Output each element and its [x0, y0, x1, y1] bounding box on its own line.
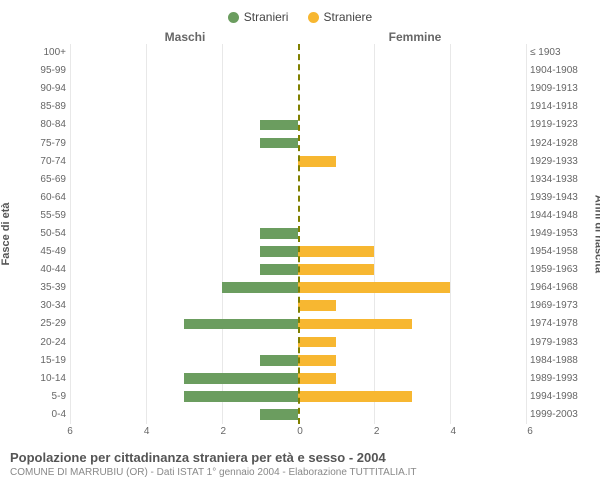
x-axis: 6 4 2 0 2 4 6 — [10, 426, 590, 440]
header-female: Femmine — [300, 30, 530, 44]
birth-label: 1904-1908 — [530, 62, 590, 80]
x-tick: 0 — [297, 426, 303, 437]
birth-label: 1914-1918 — [530, 98, 590, 116]
y-axis-right: ≤ 19031904-19081909-19131914-19181919-19… — [526, 44, 590, 424]
bar-female — [298, 282, 450, 293]
birth-label: 1954-1958 — [530, 243, 590, 261]
age-label: 15-19 — [10, 351, 70, 369]
bar-male — [260, 246, 298, 257]
bar-male — [260, 409, 298, 420]
bar-female — [298, 355, 336, 366]
x-tick: 6 — [527, 426, 533, 437]
birth-label: 1939-1943 — [530, 188, 590, 206]
bar-female — [298, 319, 412, 330]
legend-female-label: Straniere — [324, 10, 373, 24]
bar-male — [184, 373, 298, 384]
center-divider — [298, 44, 300, 424]
age-label: 35-39 — [10, 279, 70, 297]
age-label: 90-94 — [10, 80, 70, 98]
bar-female — [298, 391, 412, 402]
birth-label: 1934-1938 — [530, 170, 590, 188]
age-label: 5-9 — [10, 387, 70, 405]
legend-male: Stranieri — [228, 10, 289, 24]
birth-label: 1944-1948 — [530, 206, 590, 224]
age-label: 45-49 — [10, 243, 70, 261]
birth-label: 1994-1998 — [530, 387, 590, 405]
bar-male — [260, 264, 298, 275]
y-axis-title-left: Fasce di età — [0, 202, 12, 265]
chart-area: Fasce di età 100+95-9990-9485-8980-8475-… — [10, 44, 590, 424]
footer-subtitle: COMUNE DI MARRUBIU (OR) - Dati ISTAT 1° … — [10, 467, 590, 478]
bar-female — [298, 264, 374, 275]
birth-label: 1964-1968 — [530, 279, 590, 297]
legend-female: Straniere — [308, 10, 373, 24]
legend-male-label: Stranieri — [244, 10, 289, 24]
birth-label: 1999-2003 — [530, 405, 590, 423]
bar-male — [260, 120, 298, 131]
birth-label: 1909-1913 — [530, 80, 590, 98]
age-label: 80-84 — [10, 116, 70, 134]
x-tick: 6 — [67, 426, 73, 437]
age-label: 50-54 — [10, 224, 70, 242]
birth-label: 1974-1978 — [530, 315, 590, 333]
y-axis-title-right: Anni di nascita — [592, 194, 600, 272]
column-headers: Maschi Femmine — [10, 30, 590, 44]
header-male: Maschi — [70, 30, 300, 44]
age-label: 95-99 — [10, 62, 70, 80]
legend-male-dot — [228, 12, 239, 23]
birth-label: 1959-1963 — [530, 261, 590, 279]
birth-label: 1929-1933 — [530, 152, 590, 170]
plot — [70, 44, 526, 424]
age-label: 20-24 — [10, 333, 70, 351]
bar-female — [298, 373, 336, 384]
bar-male — [184, 319, 298, 330]
birth-label: 1919-1923 — [530, 116, 590, 134]
age-label: 60-64 — [10, 188, 70, 206]
age-label: 75-79 — [10, 134, 70, 152]
y-axis-left: 100+95-9990-9485-8980-8475-7970-7465-696… — [10, 44, 70, 424]
bar-female — [298, 156, 336, 167]
age-label: 0-4 — [10, 405, 70, 423]
age-label: 100+ — [10, 44, 70, 62]
x-tick: 2 — [221, 426, 227, 437]
birth-label: 1969-1973 — [530, 297, 590, 315]
age-label: 65-69 — [10, 170, 70, 188]
grid-line — [526, 44, 527, 424]
age-label: 40-44 — [10, 261, 70, 279]
bar-female — [298, 300, 336, 311]
bar-female — [298, 337, 336, 348]
x-ticks: 6 4 2 0 2 4 6 — [70, 426, 530, 440]
legend-female-dot — [308, 12, 319, 23]
age-label: 25-29 — [10, 315, 70, 333]
birth-label: 1924-1928 — [530, 134, 590, 152]
birth-label: 1949-1953 — [530, 224, 590, 242]
bar-male — [260, 138, 298, 149]
age-label: 30-34 — [10, 297, 70, 315]
bar-female — [298, 246, 374, 257]
birth-label: 1979-1983 — [530, 333, 590, 351]
footer-title: Popolazione per cittadinanza straniera p… — [10, 450, 590, 465]
age-label: 55-59 — [10, 206, 70, 224]
x-tick: 2 — [374, 426, 380, 437]
birth-label: 1984-1988 — [530, 351, 590, 369]
legend: Stranieri Straniere — [10, 10, 590, 26]
bar-male — [260, 355, 298, 366]
bar-male — [184, 391, 298, 402]
bar-male — [222, 282, 298, 293]
bar-male — [260, 228, 298, 239]
age-label: 10-14 — [10, 369, 70, 387]
birth-label: ≤ 1903 — [530, 44, 590, 62]
x-tick: 4 — [144, 426, 150, 437]
x-tick: 4 — [451, 426, 457, 437]
birth-label: 1989-1993 — [530, 369, 590, 387]
age-label: 85-89 — [10, 98, 70, 116]
age-label: 70-74 — [10, 152, 70, 170]
